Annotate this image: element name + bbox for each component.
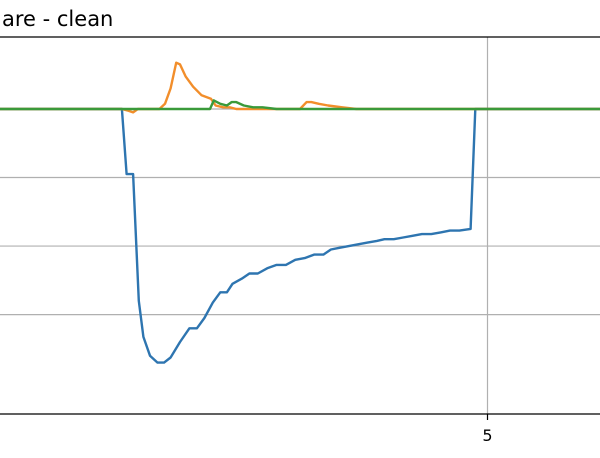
x-tick-label-0: 5 xyxy=(482,426,492,445)
series-lines xyxy=(0,61,600,364)
series-line-1 xyxy=(0,61,600,114)
x-ticks: 5 xyxy=(482,414,493,445)
grid xyxy=(0,37,600,414)
series-line-2 xyxy=(0,99,600,111)
chart-title: are - clean xyxy=(2,7,113,31)
axes xyxy=(0,36,600,415)
series-line-0 xyxy=(0,107,600,364)
